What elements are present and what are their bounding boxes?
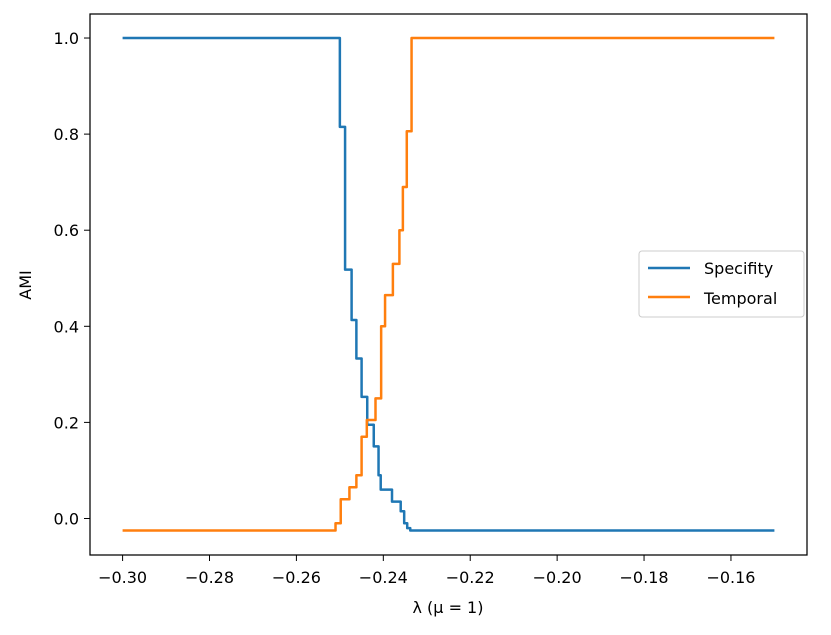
x-tick-label: −0.16 (706, 568, 755, 587)
y-tick-label: 0.2 (54, 413, 79, 432)
x-tick-label: −0.22 (446, 568, 495, 587)
x-tick-label: −0.20 (533, 568, 582, 587)
y-axis: 0.0 0.2 0.4 0.6 0.8 1.0 (54, 29, 90, 528)
y-tick-label: 0.4 (54, 317, 79, 336)
x-tick-label: −0.26 (272, 568, 321, 587)
series-line-temporal (122, 36, 775, 532)
series-line-specifity (122, 36, 775, 532)
y-tick-label: 0.8 (54, 125, 79, 144)
y-tick-label: 0.0 (54, 509, 79, 528)
x-axis-label: λ (μ = 1) (413, 598, 484, 617)
legend-label-temporal: Temporal (703, 289, 777, 308)
plot-frame (89, 13, 808, 556)
x-tick-label: −0.30 (98, 568, 147, 587)
y-axis-label: AMI (16, 270, 35, 299)
legend-label-specifity: Specifity (704, 259, 773, 278)
y-tick-label: 0.6 (54, 221, 79, 240)
plot-lines (122, 36, 775, 532)
x-tick-label: −0.18 (620, 568, 669, 587)
x-tick-label: −0.24 (359, 568, 408, 587)
y-tick-label: 1.0 (54, 29, 79, 48)
x-axis: −0.30 −0.28 −0.26 −0.24 −0.22 −0.20 −0.18 −0.16 (98, 555, 755, 587)
legend: Specifity Temporal (638, 250, 805, 318)
x-tick-label: −0.28 (185, 568, 234, 587)
